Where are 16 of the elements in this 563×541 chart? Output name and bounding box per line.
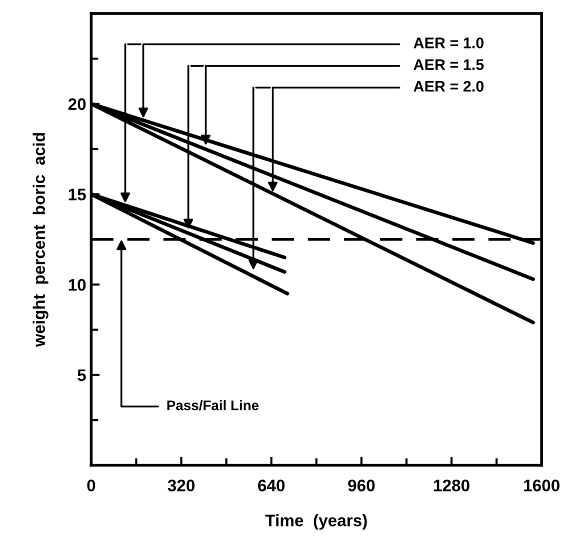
x-tick-label: 1280 (434, 480, 470, 492)
annotation: AER = 2.0 (414, 80, 484, 92)
y-axis-title: weight percent boric acid (32, 133, 48, 347)
x-axis-title: Time (years) (265, 514, 367, 530)
y-tick-label: 5 (78, 369, 86, 382)
x-tick-label: 0 (87, 480, 96, 492)
y-tick-label: 20 (68, 98, 86, 110)
annotation: AER = 1.5 (414, 59, 484, 70)
x-tick-label: 1600 (524, 480, 560, 492)
annotation: AER = 1.0 (414, 38, 484, 48)
y-tick-label: 10 (68, 278, 86, 291)
y-tick-label: 15 (68, 188, 86, 200)
x-tick-label: 960 (348, 480, 375, 492)
ref-line-label: Pass/Fail Line (167, 400, 259, 410)
x-tick-label: 320 (168, 480, 195, 492)
x-tick-label: 640 (258, 480, 285, 492)
